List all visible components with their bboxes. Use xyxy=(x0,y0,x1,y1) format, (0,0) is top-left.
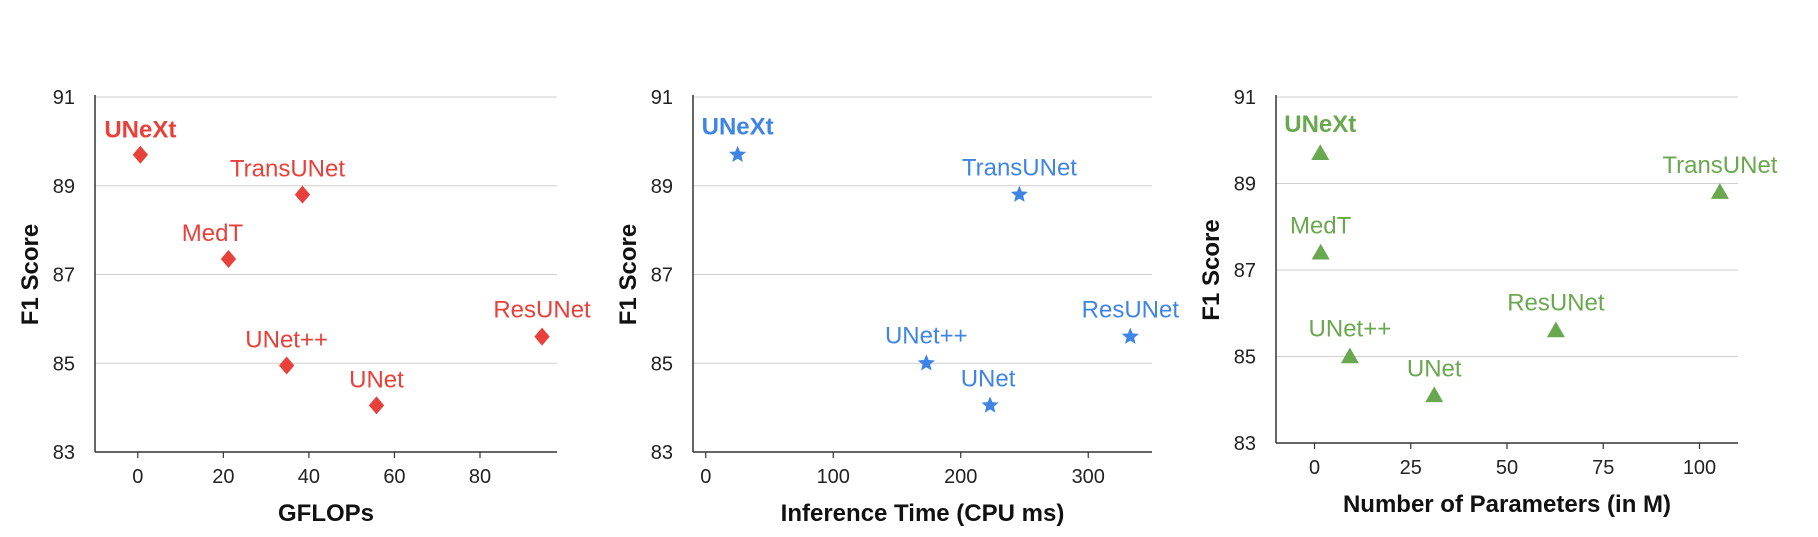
y-tick-label: 89 xyxy=(651,176,673,198)
point-label-transunet: TransUNet xyxy=(230,156,345,183)
chart-inference-time: 83 85 87 89 91 0 100 200 300 Inference Time (CPU … xyxy=(615,87,1179,527)
y-tick-label: 83 xyxy=(53,442,75,464)
point-label-unet: UNet xyxy=(961,365,1016,392)
y-tick-label: 91 xyxy=(1234,87,1256,109)
point-label-transunet: TransUNet xyxy=(962,155,1077,182)
y-tick-label: 85 xyxy=(651,353,673,375)
data-point-unet xyxy=(1340,347,1359,364)
y-tick-label: 89 xyxy=(1234,174,1256,196)
y-tick-label: 87 xyxy=(53,265,75,287)
x-tick-label: 20 xyxy=(212,466,234,488)
data-point-resunet xyxy=(534,327,550,346)
x-tick-label: 75 xyxy=(1592,457,1614,479)
point-label-unext: UNeXt xyxy=(104,117,176,144)
data-point-unet xyxy=(981,396,999,413)
y-tick-label: 83 xyxy=(1234,433,1256,455)
x-tick-label: 0 xyxy=(1309,457,1320,479)
point-label-resunet: ResUNet xyxy=(1082,297,1180,324)
y-tick-label: 83 xyxy=(651,442,673,464)
y-axis-title: F1 Score xyxy=(615,224,642,325)
point-label-medt: MedT xyxy=(1290,213,1352,240)
chart-parameters: 83 85 87 89 91 0 25 50 75 100 Number of Parameters… xyxy=(1198,87,1778,518)
x-tick-label: 40 xyxy=(298,466,320,488)
data-point-medt xyxy=(1311,243,1330,260)
y-axis-title: F1 Score xyxy=(17,224,44,325)
x-tick-label: 60 xyxy=(383,466,405,488)
point-label-transunet: TransUNet xyxy=(1662,152,1777,179)
data-point-unet xyxy=(1425,386,1444,403)
data-point-unext xyxy=(132,145,148,164)
x-axis-title: Number of Parameters (in M) xyxy=(1343,491,1671,518)
data-point-medt xyxy=(220,249,237,268)
x-tick-label: 300 xyxy=(1072,466,1105,488)
x-tick-label: 50 xyxy=(1496,457,1518,479)
x-tick-label: 25 xyxy=(1400,457,1422,479)
x-tick-label: 100 xyxy=(817,466,850,488)
y-axis-title: F1 Score xyxy=(1198,219,1225,320)
data-point-unext xyxy=(1311,144,1330,160)
data-point-unet xyxy=(368,396,385,415)
point-label-unext: UNeXt xyxy=(1284,111,1356,138)
data-point-resunet xyxy=(1546,321,1565,338)
point-label-unet: UNet++ xyxy=(1309,316,1392,343)
data-point-unext xyxy=(729,145,747,162)
x-tick-label: 100 xyxy=(1683,457,1716,479)
data-point-transunet xyxy=(294,185,311,204)
chart-gflops: 83 85 87 89 91 0 20 40 60 80 GFLOPs F1 Score UNeXt Tr… xyxy=(17,87,591,527)
x-tick-label: 80 xyxy=(469,466,491,488)
point-label-unext: UNeXt xyxy=(702,114,774,141)
data-point-unet xyxy=(917,354,935,371)
data-point-resunet xyxy=(1121,327,1139,344)
y-tick-label: 91 xyxy=(53,87,75,109)
point-label-unet: UNet++ xyxy=(245,326,328,353)
y-tick-label: 87 xyxy=(1234,260,1256,282)
point-label-unet: UNet xyxy=(1407,355,1462,382)
data-point-unet xyxy=(278,356,295,375)
x-axis-title: GFLOPs xyxy=(278,500,374,527)
data-point-transunet xyxy=(1710,183,1729,199)
y-tick-label: 87 xyxy=(651,265,673,287)
y-tick-label: 91 xyxy=(651,87,673,109)
point-label-medt: MedT xyxy=(182,220,244,247)
point-label-unet: UNet++ xyxy=(885,322,968,349)
y-tick-label: 85 xyxy=(1234,347,1256,369)
point-label-unet: UNet xyxy=(349,366,404,393)
x-tick-label: 0 xyxy=(132,466,143,488)
x-tick-label: 0 xyxy=(700,466,711,488)
point-label-resunet: ResUNet xyxy=(493,297,591,324)
y-tick-label: 89 xyxy=(53,176,75,198)
x-tick-label: 200 xyxy=(944,466,977,488)
data-point-transunet xyxy=(1010,185,1028,202)
y-tick-label: 85 xyxy=(53,353,75,375)
x-axis-title: Inference Time (CPU ms) xyxy=(781,500,1065,527)
point-label-resunet: ResUNet xyxy=(1507,290,1605,317)
